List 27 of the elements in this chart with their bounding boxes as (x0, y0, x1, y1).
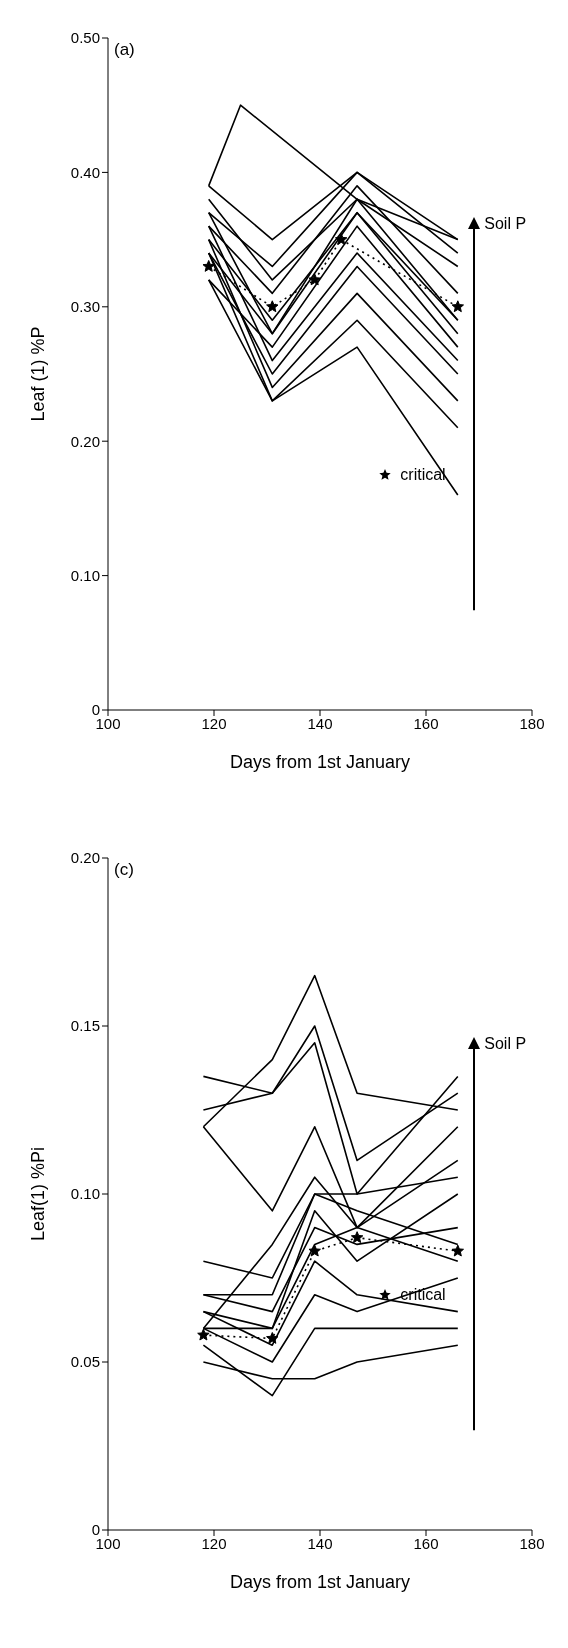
x-tick-label: 180 (519, 714, 545, 732)
y-tick-label: 0.05 (70, 1353, 100, 1371)
y-tick-label: 0.10 (70, 1185, 100, 1203)
x-tick-label: 120 (201, 1534, 227, 1552)
y-tick-label: 0.50 (70, 29, 100, 47)
x-tick-label: 160 (413, 1534, 439, 1552)
x-tick-label: 160 (413, 714, 439, 732)
y-axis-title: Leaf (1) %P (28, 326, 49, 422)
annotation: (c) (114, 860, 134, 880)
x-tick-label: 180 (519, 1534, 545, 1552)
annotation: Soil P (484, 215, 527, 234)
legend-label: critical (400, 465, 446, 484)
y-axis-title: Leaf(1) %Pi (28, 1146, 49, 1242)
y-tick-label: 0.15 (70, 1017, 100, 1035)
x-tick-label: 140 (307, 1534, 333, 1552)
x-axis-title: Days from 1st January (229, 752, 411, 772)
y-tick-label: 0.20 (70, 432, 100, 450)
y-tick-label: 0.30 (70, 298, 100, 316)
x-axis-title: Days from 1st January (229, 1572, 411, 1592)
x-tick-label: 120 (201, 714, 227, 732)
annotation: Soil P (484, 1035, 527, 1054)
annotation: (a) (114, 40, 135, 60)
x-tick-label: 140 (307, 714, 333, 732)
y-tick-label: 0.20 (70, 849, 100, 867)
y-tick-label: 0.10 (70, 566, 100, 584)
legend-label: critical (400, 1285, 446, 1304)
y-tick-label: 0.40 (70, 163, 100, 181)
